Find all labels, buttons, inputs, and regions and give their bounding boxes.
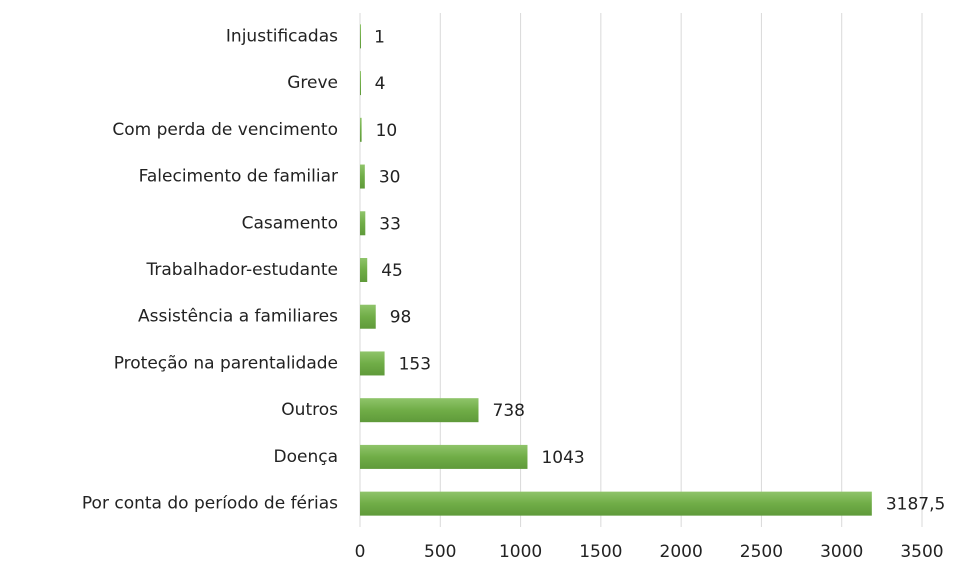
x-tick-label: 2000 — [660, 542, 703, 562]
data-label: 1043 — [541, 448, 584, 468]
bar — [360, 491, 872, 516]
y-tick-label: Proteção na parentalidade — [114, 353, 338, 373]
y-tick-label: Greve — [287, 73, 338, 93]
bar — [360, 351, 385, 376]
data-label: 45 — [381, 261, 403, 281]
y-tick-label: Trabalhador-estudante — [145, 260, 338, 280]
y-tick-label: Assistência a familiares — [138, 307, 338, 327]
data-label: 98 — [390, 308, 412, 328]
data-label: 3187,5 — [886, 495, 945, 515]
x-tick-label: 3500 — [900, 542, 943, 562]
data-label: 4 — [375, 74, 386, 94]
bar — [360, 71, 361, 96]
data-label: 30 — [379, 168, 401, 188]
y-tick-label: Casamento — [242, 213, 338, 233]
x-tick-label: 0 — [355, 542, 366, 562]
bar — [360, 117, 362, 142]
data-label: 33 — [379, 214, 401, 234]
data-label: 153 — [399, 354, 431, 374]
bar — [360, 258, 368, 282]
x-tick-label: 3000 — [820, 542, 863, 562]
data-label: 1 — [374, 27, 385, 47]
x-tick-label: 1500 — [579, 542, 622, 562]
bar — [360, 164, 365, 189]
y-tick-label: Falecimento de familiar — [139, 167, 338, 187]
bar — [360, 398, 479, 423]
y-tick-label: Com perda de vencimento — [112, 120, 338, 140]
y-tick-label: Doença — [274, 447, 339, 467]
y-tick-label: Por conta do período de férias — [82, 494, 338, 514]
data-label: 738 — [493, 401, 525, 421]
x-tick-label: 500 — [424, 542, 456, 562]
data-label: 10 — [376, 121, 398, 141]
bar — [360, 211, 366, 236]
bar — [360, 304, 376, 329]
x-tick-label: 1000 — [499, 542, 542, 562]
y-tick-label: Injustificadas — [226, 26, 338, 46]
x-tick-label: 2500 — [740, 542, 783, 562]
bar — [360, 24, 361, 49]
bar — [360, 444, 528, 469]
y-tick-label: Outros — [281, 400, 338, 420]
